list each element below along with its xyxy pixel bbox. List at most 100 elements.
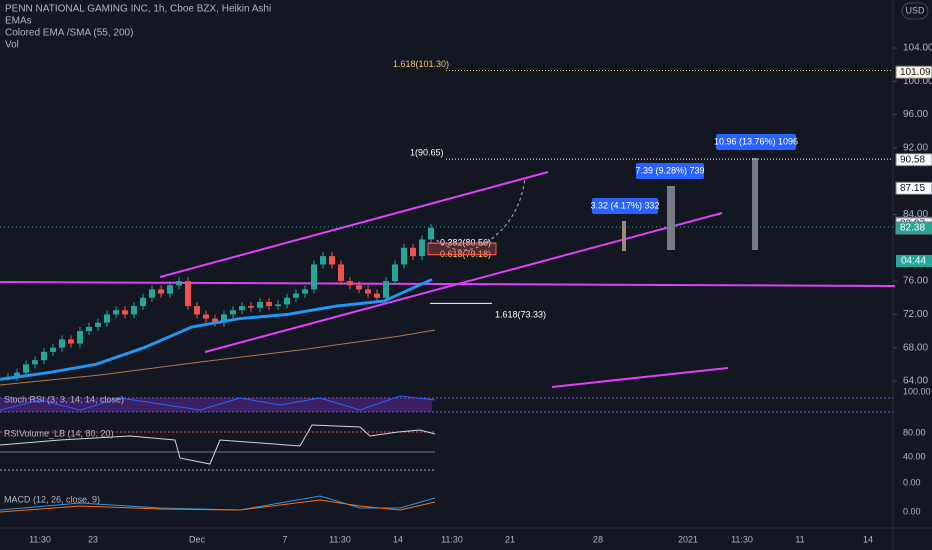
countdown-tag: [896, 255, 932, 267]
candle: [293, 293, 299, 298]
header-line: Vol: [5, 40, 19, 51]
time-label: 23: [88, 534, 98, 544]
candle: [50, 347, 56, 352]
price-tag: [895, 181, 932, 195]
indicator-label: Stoch RSI (3, 3, 14, 14, close): [4, 394, 124, 404]
candle: [158, 289, 164, 294]
candle: [356, 285, 362, 290]
candle: [149, 289, 155, 298]
price-tag: [895, 65, 932, 79]
candle: [338, 264, 344, 282]
time-label: 11:30: [441, 534, 463, 544]
indicator-label: MACD (12, 26, close, 9): [4, 494, 100, 504]
time-label: 28: [593, 534, 603, 544]
time-label: 7: [282, 534, 287, 544]
measure-label: 3.32 (4.17%) 332: [590, 200, 659, 210]
indicator-axis-label: 0.00: [903, 477, 921, 487]
rsivol-line: [0, 424, 436, 465]
candle: [23, 364, 29, 373]
macd-line: [0, 495, 436, 511]
price-tick-label: 76.00: [903, 276, 928, 287]
header-line: EMAs: [5, 16, 32, 27]
candle: [365, 289, 371, 294]
candle: [104, 314, 110, 323]
currency: USD: [905, 5, 925, 15]
candle: [266, 301, 272, 307]
price-tag: [895, 153, 932, 167]
measure-bar: [752, 158, 758, 250]
candle: [176, 281, 182, 286]
price-tick-label: 104.00: [903, 43, 932, 54]
price-tick-label: 68.00: [903, 342, 928, 353]
fib-label: 1.618(101.30): [393, 59, 449, 69]
candle: [68, 339, 74, 344]
candle: [383, 281, 389, 298]
candle: [185, 281, 191, 307]
measure-box: [716, 134, 796, 150]
candle: [113, 310, 119, 315]
candle: [131, 306, 137, 315]
candle: [248, 306, 254, 308]
candle: [212, 318, 218, 323]
signal-line: [0, 499, 436, 513]
candle: [59, 339, 65, 348]
candle: [347, 281, 353, 286]
trend-line: [551, 367, 729, 388]
stoch-line: [0, 395, 436, 411]
candle: [32, 360, 38, 365]
candle: [194, 306, 200, 315]
candle: [428, 227, 434, 240]
price-tick-label: 64.00: [903, 376, 928, 387]
time-label: 2021: [678, 534, 698, 544]
time-label: Dec: [189, 534, 206, 544]
price-tag-label: 90.58: [900, 154, 925, 165]
indicator-label: RSIVolume_LB (14, 80, 20): [4, 428, 114, 438]
candle: [257, 301, 263, 308]
channel-upper: [159, 171, 549, 278]
fib-label: 0.618(79.18): [440, 249, 491, 259]
candle: [230, 310, 236, 315]
price-tick-label: 92.00: [903, 143, 928, 154]
time-label: 11: [795, 534, 804, 544]
candle: [275, 304, 281, 307]
header-line: PENN NATIONAL GAMING INC, 1h, Cboe BZX, …: [5, 4, 271, 15]
price-tag: [895, 221, 932, 235]
header-line: Colored EMA /SMA (55, 200): [5, 28, 133, 39]
candle: [140, 297, 146, 307]
candle: [167, 285, 173, 294]
candle: [221, 314, 227, 323]
measure-bar: [667, 186, 675, 250]
trend-line: [0, 281, 896, 287]
indicator-axis-label: 40.00: [903, 451, 926, 461]
candle: [311, 264, 317, 290]
time-label: 14: [863, 534, 873, 544]
candle: [329, 256, 335, 265]
fib-label: 0.382(80.56): [440, 238, 491, 248]
candle: [410, 247, 416, 257]
measure-bar: [622, 221, 626, 251]
currency-box: [901, 2, 929, 20]
price-tag-label: 82.38: [900, 223, 925, 234]
candle: [86, 326, 92, 332]
candle: [95, 322, 101, 327]
price-tick-label: 96.00: [903, 109, 928, 120]
candle: [419, 239, 425, 257]
candle: [239, 306, 245, 311]
price-tick-label: 72.00: [903, 309, 928, 320]
candle: [284, 297, 290, 305]
countdown: 04:44: [901, 256, 926, 267]
candle: [122, 310, 128, 315]
candle: [203, 314, 209, 319]
time-label: 11:30: [329, 534, 351, 544]
channel-lower: [204, 212, 723, 353]
time-label: 11:30: [29, 534, 51, 544]
candle: [392, 264, 398, 282]
time-label: 21: [505, 534, 515, 544]
fib-zone: [427, 242, 497, 256]
candle: [401, 247, 407, 265]
price-tag-label: 101.09: [900, 67, 931, 78]
measure-label: 7.39 (9.28%) 739: [635, 165, 704, 175]
measure-box: [592, 198, 658, 214]
fib-label: 1.618(73.33): [495, 310, 546, 320]
